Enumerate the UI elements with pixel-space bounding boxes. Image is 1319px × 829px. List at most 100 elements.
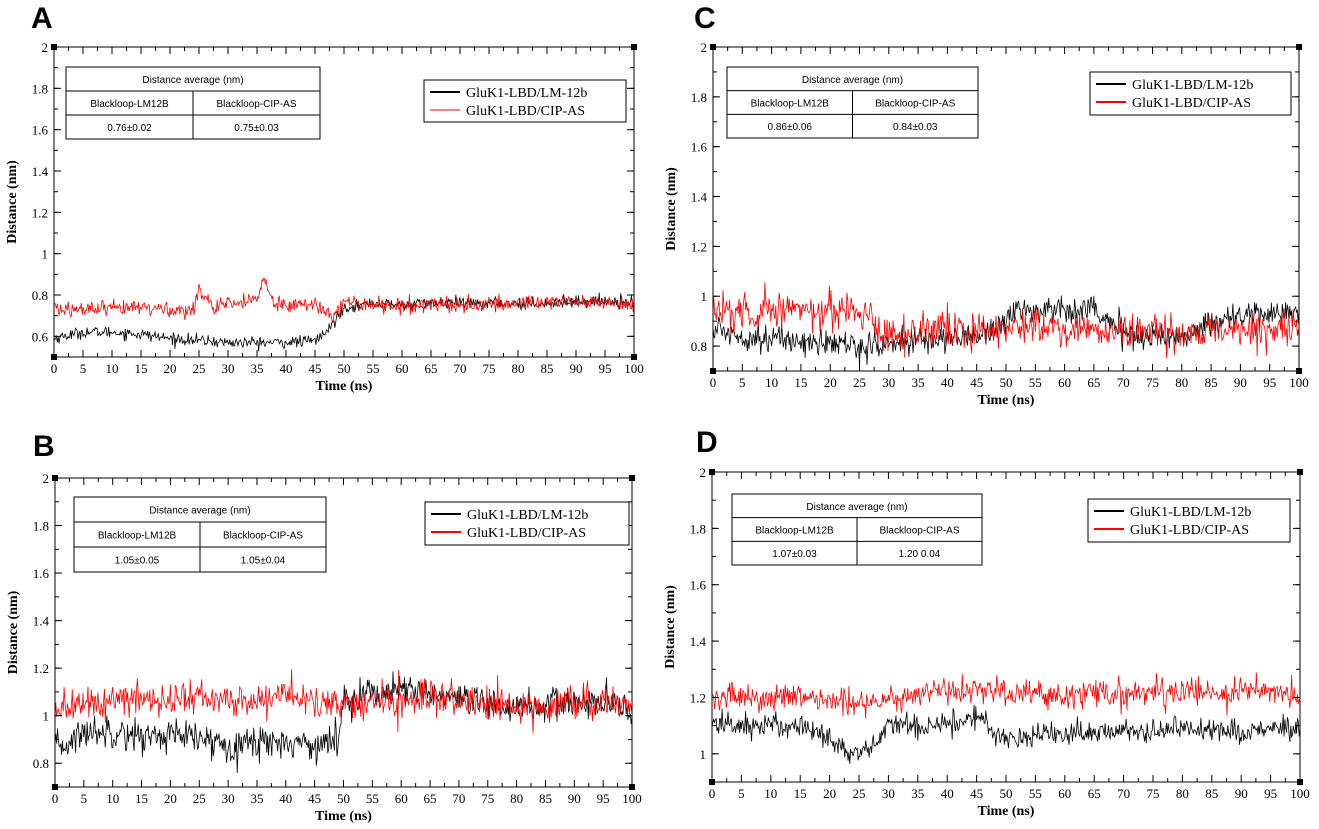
x-tick-label: 15 bbox=[135, 791, 148, 806]
x-tick-label: 40 bbox=[280, 361, 293, 376]
y-tick-label: 1.6 bbox=[33, 566, 50, 581]
table-header: Blackloop-LM12B bbox=[90, 99, 169, 110]
x-axis-label: Time (ns) bbox=[315, 809, 372, 824]
x-tick-label: 35 bbox=[251, 361, 264, 376]
y-axis-label: Distance (nm) bbox=[5, 160, 20, 244]
distance-average-table: Distance average (nm) Blackloop-LM12B 1.05… bbox=[73, 496, 327, 573]
y-axis-label: Distance (nm) bbox=[663, 585, 678, 669]
x-tick-label: 70 bbox=[454, 361, 467, 376]
x-tick-label: 15 bbox=[135, 361, 148, 376]
legend: GluK1-LBD/LM-12b GluK1-LBD/CIP-AS bbox=[1087, 498, 1291, 543]
y-tick-label: 2 bbox=[42, 40, 49, 55]
legend-entry: GluK1-LBD/CIP-AS bbox=[1130, 523, 1249, 538]
y-tick-label: 1.4 bbox=[691, 190, 708, 205]
x-tick-label: 55 bbox=[1029, 375, 1042, 390]
y-tick-label: 1 bbox=[701, 289, 708, 304]
y-tick-label: 1.2 bbox=[32, 205, 48, 220]
x-tick-label: 0 bbox=[710, 375, 717, 390]
x-tick-label: 50 bbox=[338, 361, 351, 376]
x-tick-label: 20 bbox=[164, 791, 177, 806]
chart-panel-c: 0 5 10 15 20 25 30 35 40 45 50 55 60 65 70 75 80 85 90 95 10… bbox=[664, 40, 1309, 408]
panel-label-d: D bbox=[696, 426, 718, 459]
legend-entry: GluK1-LBD/CIP-AS bbox=[1132, 96, 1251, 111]
y-tick-label: 1.6 bbox=[691, 140, 708, 155]
x-tick-label: 100 bbox=[1289, 375, 1309, 390]
series-line-lm12b bbox=[712, 295, 1300, 369]
series-line-lm12b bbox=[711, 704, 1301, 764]
x-tick-label: 70 bbox=[1117, 375, 1130, 390]
x-tick-label: 10 bbox=[764, 786, 777, 801]
x-tick-label: 50 bbox=[1000, 786, 1013, 801]
x-tick-label: 55 bbox=[366, 791, 379, 806]
y-tick-label: 2 bbox=[700, 465, 707, 480]
y-tick-label: 1.4 bbox=[33, 614, 50, 629]
distance-average-table: Distance average (nm) Blackloop-LM12B 0.76… bbox=[65, 66, 321, 140]
table-title: Distance average (nm) bbox=[149, 506, 250, 517]
x-tick-label: 50 bbox=[337, 791, 350, 806]
y-axis-label: Distance (nm) bbox=[664, 167, 679, 251]
x-tick-label: 75 bbox=[1146, 375, 1159, 390]
legend-border bbox=[1089, 71, 1292, 116]
y-tick-label: 1.8 bbox=[690, 521, 706, 536]
x-tick-label: 15 bbox=[794, 786, 807, 801]
y-axis-label: Distance (nm) bbox=[6, 590, 21, 674]
x-tick-label: 35 bbox=[911, 786, 924, 801]
y-tick-label: 1.2 bbox=[690, 690, 706, 705]
x-tick-label: 85 bbox=[1205, 375, 1218, 390]
x-tick-label: 60 bbox=[396, 361, 409, 376]
x-tick-label: 75 bbox=[1147, 786, 1160, 801]
panel-label-c: C bbox=[694, 2, 716, 35]
y-tick-label: 0.8 bbox=[691, 339, 707, 354]
x-tick-label: 40 bbox=[941, 375, 954, 390]
legend: GluK1-LBD/LM-12b GluK1-LBD/CIP-AS bbox=[1089, 71, 1292, 116]
x-tick-label: 25 bbox=[853, 786, 866, 801]
x-tick-label: 5 bbox=[80, 361, 87, 376]
x-tick-label: 75 bbox=[481, 791, 494, 806]
x-tick-label: 75 bbox=[483, 361, 496, 376]
table-title: Distance average (nm) bbox=[802, 75, 903, 86]
x-tick-label: 45 bbox=[308, 791, 321, 806]
table-header: Blackloop-CIP-AS bbox=[216, 99, 296, 110]
table-header: Blackloop-LM12B bbox=[751, 99, 830, 110]
x-tick-label: 65 bbox=[425, 361, 438, 376]
table-header: Blackloop-LM12B bbox=[755, 526, 834, 537]
x-axis-label: Time (ns) bbox=[316, 379, 373, 394]
x-axis-label: Time (ns) bbox=[978, 804, 1035, 819]
x-tick-label: 60 bbox=[395, 791, 408, 806]
x-tick-label: 65 bbox=[1088, 786, 1101, 801]
x-tick-label: 10 bbox=[106, 791, 119, 806]
chart-panel-d: 0 5 10 15 20 25 30 35 40 45 50 55 60 65 70 75 80 85 90 95 10… bbox=[663, 465, 1310, 819]
x-tick-label: 30 bbox=[882, 375, 895, 390]
table-value: 1.05±0.05 bbox=[115, 556, 160, 567]
series-line-cip-as bbox=[53, 277, 635, 324]
x-tick-label: 40 bbox=[279, 791, 292, 806]
x-tick-label: 40 bbox=[941, 786, 954, 801]
x-tick-label: 65 bbox=[424, 791, 437, 806]
distance-average-table: Distance average (nm) Blackloop-LM12B 0.86… bbox=[726, 66, 979, 139]
table-title: Distance average (nm) bbox=[806, 502, 907, 513]
legend-entry: GluK1-LBD/LM-12b bbox=[1130, 505, 1251, 520]
x-tick-label: 95 bbox=[1263, 375, 1276, 390]
x-tick-label: 80 bbox=[512, 361, 525, 376]
y-tick-label: 1 bbox=[42, 247, 49, 262]
x-tick-label: 60 bbox=[1058, 786, 1071, 801]
table-header: Blackloop-CIP-AS bbox=[879, 526, 959, 537]
x-tick-label: 45 bbox=[970, 375, 983, 390]
x-tick-label: 20 bbox=[824, 375, 837, 390]
y-tick-label: 1 bbox=[43, 709, 50, 724]
table-header: Blackloop-LM12B bbox=[98, 531, 177, 542]
x-tick-label: 10 bbox=[765, 375, 778, 390]
x-tick-label: 95 bbox=[599, 361, 612, 376]
panel-label-a: A bbox=[31, 2, 53, 35]
y-tick-label: 1.4 bbox=[690, 634, 707, 649]
x-tick-label: 5 bbox=[739, 375, 746, 390]
series-line-cip-as bbox=[712, 282, 1300, 359]
y-tick-label: 1.8 bbox=[33, 519, 49, 534]
x-tick-label: 10 bbox=[106, 361, 119, 376]
x-tick-label: 55 bbox=[1029, 786, 1042, 801]
table-value: 0.76±0.02 bbox=[107, 123, 152, 134]
panel-label-b: B bbox=[33, 430, 55, 463]
x-tick-label: 25 bbox=[193, 791, 206, 806]
legend: GluK1-LBD/LM-12b GluK1-LBD/CIP-AS bbox=[423, 79, 627, 123]
table-value: 0.86±0.06 bbox=[768, 122, 813, 133]
